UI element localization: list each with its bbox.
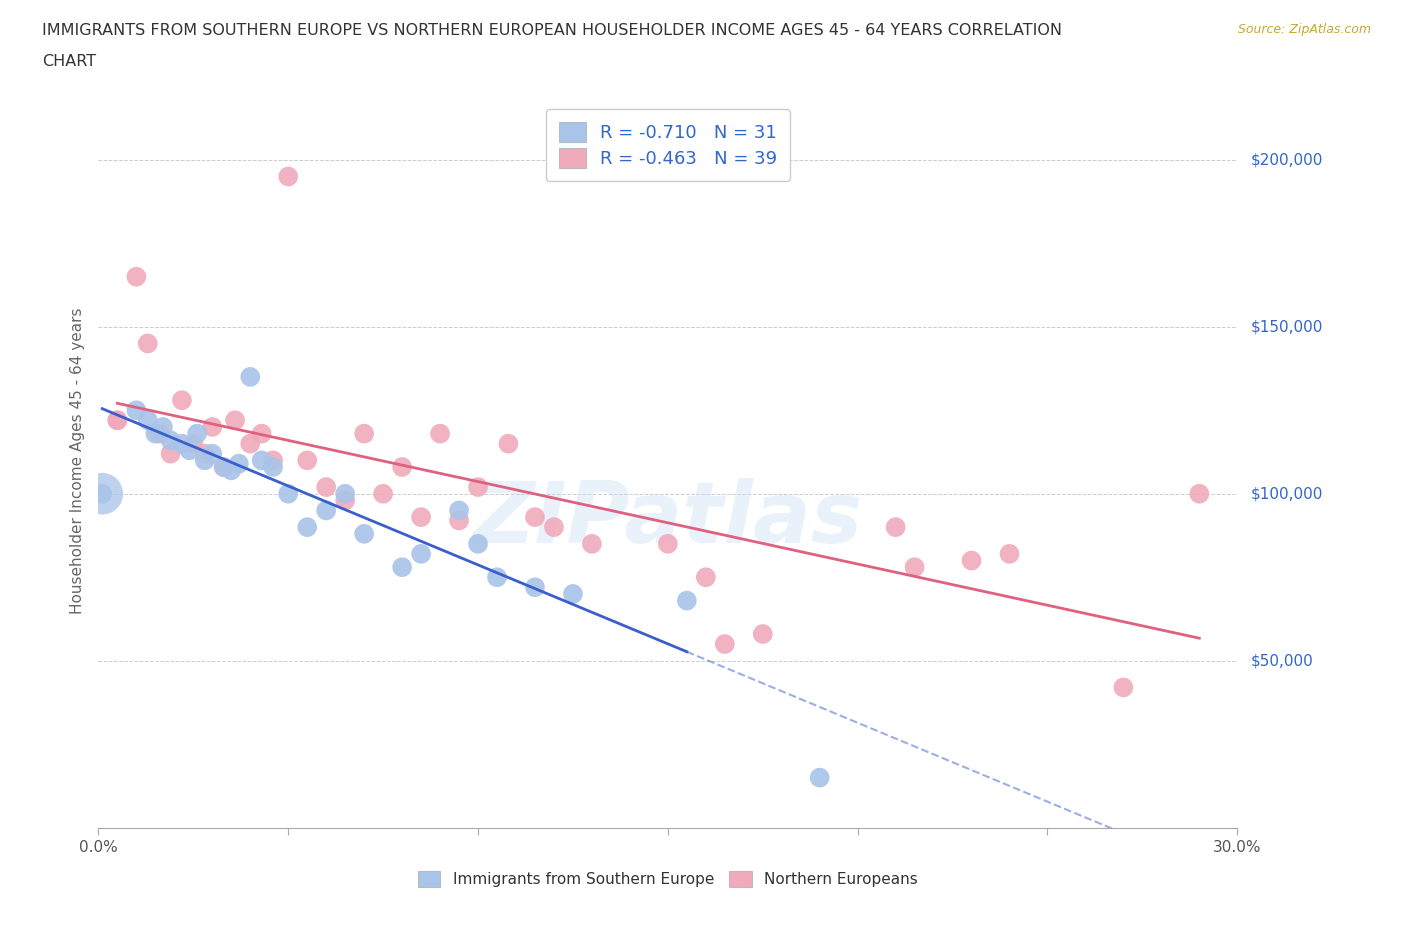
Point [152,419,174,434]
Point [657,537,679,551]
Point [159,432,181,447]
Point [194,453,217,468]
Point [449,503,471,518]
Point [170,436,193,451]
Point [136,413,159,428]
Point [262,453,284,468]
Point [239,436,262,451]
Point [714,637,737,652]
Point [498,436,520,451]
Y-axis label: Householder Income Ages 45 - 64 years: Householder Income Ages 45 - 64 years [69,307,84,614]
Point [239,369,262,384]
Point [145,426,167,441]
Point [107,413,129,428]
Point [125,270,148,285]
Point [91,486,114,501]
Text: IMMIGRANTS FROM SOUTHERN EUROPE VS NORTHERN EUROPEAN HOUSEHOLDER INCOME AGES 45 : IMMIGRANTS FROM SOUTHERN EUROPE VS NORTH… [42,23,1062,38]
Point [107,413,129,428]
Text: $200,000: $200,000 [1251,153,1323,167]
Point [277,169,299,184]
Point [250,426,273,441]
Point [998,547,1021,562]
Point [335,493,357,508]
Point [429,426,451,441]
Point [960,553,983,568]
Point [752,627,775,642]
Point [353,526,375,541]
Point [695,570,717,585]
Point [467,537,489,551]
Point [221,463,243,478]
Text: Source: ZipAtlas.com: Source: ZipAtlas.com [1237,23,1371,36]
Text: $150,000: $150,000 [1251,319,1323,334]
Point [194,446,217,461]
Point [250,453,273,468]
Point [277,486,299,501]
Point [262,459,284,474]
Point [581,537,603,551]
Point [524,510,547,525]
Point [524,579,547,594]
Text: ZIPatlas: ZIPatlas [472,478,863,561]
Point [411,547,433,562]
Point [1188,486,1211,501]
Point [543,520,565,535]
Point [297,453,319,468]
Point [391,560,413,575]
Point [179,443,201,458]
Point [212,459,235,474]
Point [148,426,170,441]
Point [353,426,375,441]
Point [562,587,585,602]
Point [391,459,413,474]
Point [170,392,193,407]
Text: $50,000: $50,000 [1251,653,1315,669]
Point [201,419,224,434]
Point [676,593,699,608]
Point [201,446,224,461]
Point [125,403,148,418]
Point [449,513,471,528]
Point [297,520,319,535]
Point [467,480,489,495]
Point [486,570,509,585]
Text: CHART: CHART [42,54,96,69]
Point [136,336,159,351]
Point [183,436,205,451]
Point [411,510,433,525]
Point [1112,680,1135,695]
Point [371,486,394,501]
Point [335,486,357,501]
Point [808,770,831,785]
Point [904,560,927,575]
Point [228,457,250,472]
Point [315,503,337,518]
Point [186,426,208,441]
Point [159,446,181,461]
Text: $100,000: $100,000 [1251,486,1323,501]
Point [212,459,235,474]
Point [315,480,337,495]
Point [91,486,114,501]
Point [224,413,246,428]
Point [884,520,907,535]
Legend: Immigrants from Southern Europe, Northern Europeans: Immigrants from Southern Europe, Norther… [412,865,924,894]
